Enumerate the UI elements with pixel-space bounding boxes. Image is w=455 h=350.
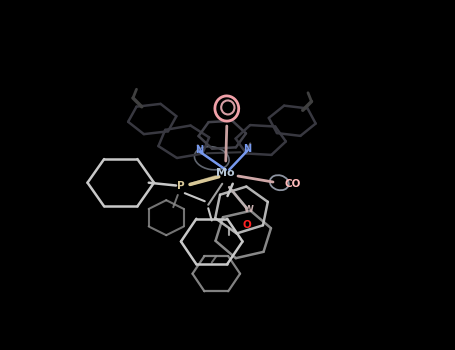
Text: O: O — [243, 220, 251, 230]
Text: N: N — [196, 145, 203, 155]
Text: N: N — [243, 144, 252, 154]
Text: P: P — [177, 181, 185, 191]
Text: W: W — [243, 205, 253, 215]
Text: Mo: Mo — [217, 168, 235, 178]
Text: CO: CO — [284, 179, 300, 189]
